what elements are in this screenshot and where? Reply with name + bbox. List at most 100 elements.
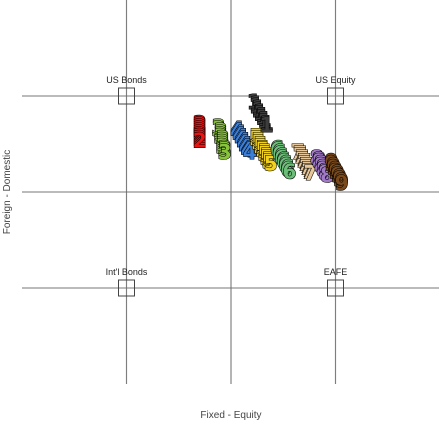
- point-7: 7: [293, 144, 307, 168]
- point-5: 5: [253, 134, 267, 158]
- point-7: 7: [295, 148, 309, 172]
- point-3: 3: [218, 138, 232, 162]
- point-8: 8: [310, 146, 324, 170]
- point-1: 1: [255, 104, 269, 128]
- point-5: 5: [260, 144, 274, 168]
- point-5: 5: [257, 140, 271, 164]
- point-7: 7: [303, 161, 317, 185]
- point-9: 9: [329, 157, 343, 181]
- point-2: 2: [193, 111, 207, 135]
- point-3: 3: [218, 136, 232, 160]
- point-6: 6: [270, 138, 284, 162]
- point-4: 4: [239, 134, 253, 158]
- points-layer: 1111111111111222222222233333333333333444…: [192, 90, 349, 196]
- point-9: 9: [331, 161, 345, 185]
- point-3: 3: [211, 115, 225, 139]
- point-4: 4: [234, 125, 248, 149]
- point-5: 5: [249, 125, 263, 149]
- point-2: 2: [193, 125, 207, 149]
- point-6: 6: [278, 154, 292, 178]
- point-8: 8: [314, 154, 328, 178]
- point-2: 2: [193, 129, 207, 153]
- point-3: 3: [216, 131, 230, 155]
- point-5: 5: [249, 127, 263, 151]
- point-5: 5: [262, 148, 276, 172]
- point-7: 7: [301, 159, 315, 183]
- point-3: 3: [214, 119, 228, 143]
- point-8: 8: [314, 152, 328, 176]
- point-5: 5: [255, 136, 269, 160]
- point-8: 8: [318, 161, 332, 185]
- point-3: 3: [216, 134, 230, 158]
- point-9: 9: [333, 165, 347, 189]
- corner-label: EAFE: [324, 267, 348, 277]
- point-7: 7: [295, 146, 309, 170]
- point-5: 5: [262, 150, 276, 174]
- y-axis-label: Foreign - Domestic: [2, 150, 13, 234]
- point-3: 3: [214, 121, 228, 145]
- point-6: 6: [272, 142, 286, 166]
- point-9: 9: [335, 171, 349, 195]
- point-8: 8: [320, 163, 334, 187]
- corner-marker: [118, 87, 135, 105]
- point-5: 5: [255, 138, 269, 162]
- point-8: 8: [316, 157, 330, 181]
- point-4: 4: [237, 129, 251, 153]
- point-6: 6: [283, 159, 297, 183]
- point-7: 7: [299, 154, 313, 178]
- point-1: 1: [253, 100, 267, 124]
- corner-label: Int'l Bonds: [106, 267, 148, 277]
- point-6: 6: [280, 157, 294, 181]
- point-5: 5: [260, 146, 274, 170]
- corner-label: US Equity: [315, 75, 356, 85]
- point-1: 1: [260, 113, 274, 137]
- point-7: 7: [299, 155, 313, 179]
- point-1: 1: [251, 98, 265, 122]
- point-8: 8: [312, 150, 326, 174]
- point-9: 9: [333, 167, 347, 191]
- corner-label: US Bonds: [106, 75, 147, 85]
- point-3: 3: [216, 129, 230, 153]
- corner-marker: [118, 279, 135, 297]
- point-7: 7: [297, 152, 311, 176]
- point-1: 1: [249, 92, 263, 116]
- point-4: 4: [232, 123, 246, 147]
- point-2: 2: [193, 127, 207, 151]
- point-3: 3: [214, 123, 228, 147]
- point-3: 3: [211, 117, 225, 141]
- point-9: 9: [326, 154, 340, 178]
- point-5: 5: [253, 132, 267, 156]
- point-7: 7: [297, 150, 311, 174]
- point-1: 1: [257, 109, 271, 133]
- point-2: 2: [193, 121, 207, 145]
- point-3: 3: [216, 132, 230, 156]
- grid-layer: [22, 0, 439, 384]
- point-6: 6: [270, 136, 284, 160]
- point-4: 4: [241, 138, 255, 162]
- point-6: 6: [276, 150, 290, 174]
- point-2: 2: [193, 113, 207, 137]
- point-9: 9: [326, 155, 340, 179]
- point-3: 3: [214, 125, 228, 149]
- corner-layer: US Bonds US Equity Int'l Bonds EAFE: [106, 75, 356, 297]
- point-8: 8: [318, 159, 332, 183]
- point-6: 6: [278, 152, 292, 176]
- point-1: 1: [255, 106, 269, 130]
- x-axis-label: Fixed - Equity: [200, 410, 261, 421]
- point-2: 2: [193, 115, 207, 139]
- corner-marker: [327, 87, 344, 105]
- point-2: 2: [193, 123, 207, 147]
- point-9: 9: [331, 163, 345, 187]
- point-1: 1: [253, 102, 267, 126]
- point-4: 4: [232, 121, 246, 145]
